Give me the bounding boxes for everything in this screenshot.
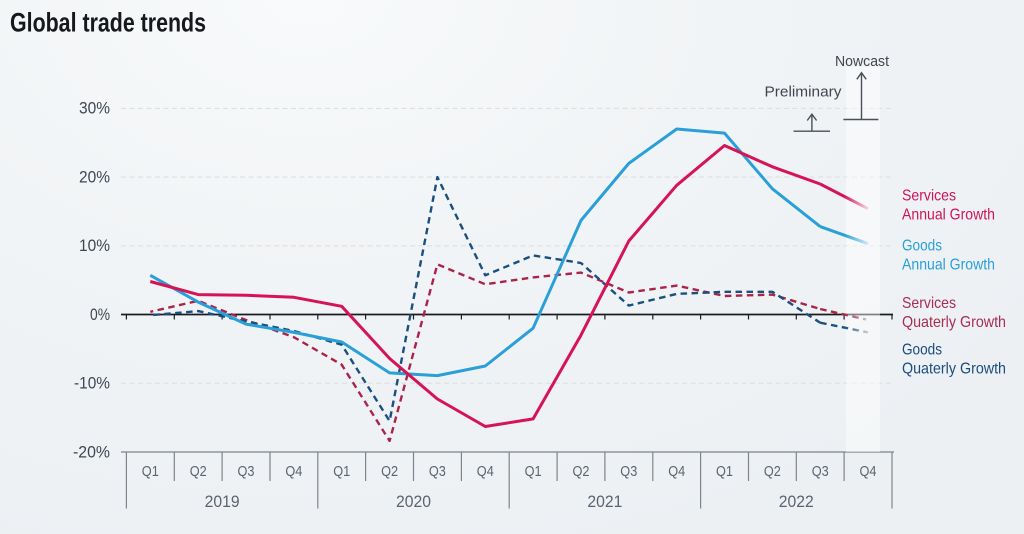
svg-text:Q1: Q1 [333, 463, 350, 480]
svg-text:Services: Services [902, 295, 956, 312]
svg-text:Q2: Q2 [381, 463, 398, 480]
svg-text:Q3: Q3 [238, 463, 255, 480]
svg-text:2022: 2022 [779, 492, 814, 511]
svg-text:2020: 2020 [396, 492, 431, 511]
svg-text:Q4: Q4 [285, 463, 302, 480]
svg-text:20%: 20% [79, 167, 110, 186]
svg-text:-10%: -10% [74, 374, 110, 393]
svg-text:Q1: Q1 [525, 463, 542, 480]
svg-text:Q2: Q2 [573, 463, 590, 480]
svg-text:2019: 2019 [205, 492, 240, 511]
svg-text:Q1: Q1 [142, 463, 159, 480]
svg-text:Quaterly Growth: Quaterly Growth [902, 361, 1006, 378]
svg-text:-20%: -20% [73, 442, 110, 461]
svg-text:Preliminary: Preliminary [765, 84, 843, 101]
svg-text:Q2: Q2 [764, 463, 781, 480]
svg-text:0%: 0% [90, 305, 110, 324]
svg-text:Q4: Q4 [477, 463, 494, 480]
svg-text:Nowcast: Nowcast [835, 53, 890, 70]
svg-text:10%: 10% [79, 236, 110, 255]
svg-text:30%: 30% [79, 99, 110, 118]
svg-text:Q1: Q1 [716, 463, 733, 480]
svg-text:Q2: Q2 [190, 463, 207, 480]
svg-text:Q3: Q3 [812, 463, 829, 480]
svg-text:Q3: Q3 [429, 463, 446, 480]
svg-text:Goods: Goods [902, 238, 942, 255]
svg-text:Annual Growth: Annual Growth [902, 257, 995, 274]
svg-text:Global trade trends: Global trade trends [10, 8, 206, 38]
svg-text:2021: 2021 [587, 492, 622, 511]
svg-text:Annual Growth: Annual Growth [902, 207, 995, 224]
svg-text:Quaterly Growth: Quaterly Growth [902, 314, 1006, 331]
svg-text:Q4: Q4 [860, 463, 877, 480]
svg-text:Services: Services [902, 188, 956, 205]
svg-text:Goods: Goods [902, 342, 942, 359]
svg-text:Q4: Q4 [668, 463, 685, 480]
svg-text:Q3: Q3 [620, 463, 637, 480]
